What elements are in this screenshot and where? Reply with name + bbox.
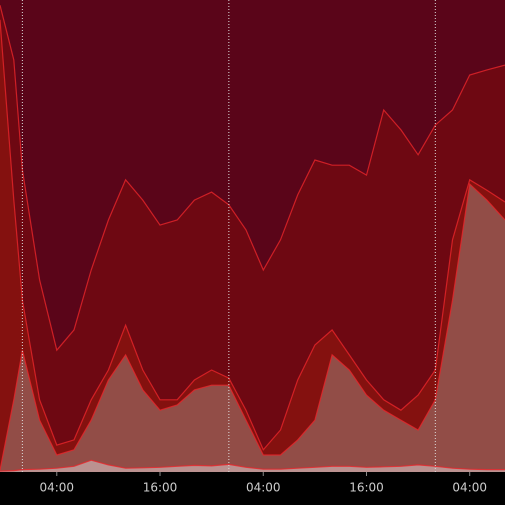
area-line xyxy=(0,5,505,352)
area-line xyxy=(0,182,505,471)
x-axis-band xyxy=(0,472,505,505)
x-tick-label: 16:00 xyxy=(143,481,178,495)
area xyxy=(0,184,505,472)
x-tick-label: 04:00 xyxy=(452,481,487,495)
x-tick-label: 04:00 xyxy=(39,481,74,495)
area-line xyxy=(0,19,505,451)
area xyxy=(0,460,505,472)
area-line xyxy=(0,459,505,472)
x-tick-label: 16:00 xyxy=(349,481,384,495)
x-tick-label: 04:00 xyxy=(246,481,281,495)
